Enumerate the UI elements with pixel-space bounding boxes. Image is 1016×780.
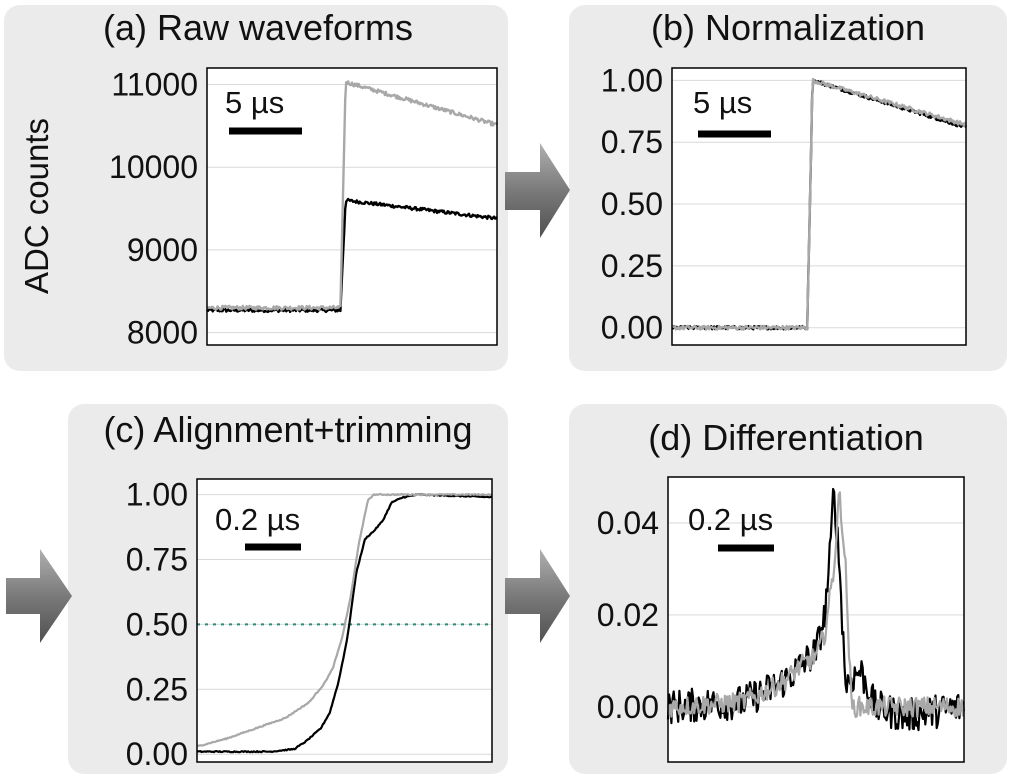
arrow-c-to-d-icon	[505, 549, 570, 643]
scale-bar-label: 0.2 µs	[215, 502, 300, 537]
trace-gray	[196, 492, 493, 748]
y-tick-label: 9000	[127, 232, 198, 268]
y-tick-label: 0.25	[126, 671, 188, 707]
y-tick-label: 0.02	[597, 597, 659, 633]
arrow-into-c-icon	[6, 549, 72, 643]
y-tick-label: 0.00	[126, 736, 188, 772]
y-tick-label: 11000	[111, 67, 198, 103]
panel-a-title: (a) Raw waveforms	[103, 7, 413, 48]
panel-c-plot: 0.00 0.25 0.50 0.75 1.00 0.2 µs	[126, 477, 493, 772]
y-tick-label: 0.50	[601, 186, 663, 222]
panel-a-y-axis-label: ADC counts	[18, 118, 55, 294]
trace-black	[666, 487, 966, 732]
y-tick-label: 10000	[109, 149, 198, 185]
trace-gray	[206, 80, 498, 311]
y-tick-label: 0.25	[601, 248, 663, 284]
panel-c-title: (c) Alignment+trimming	[103, 409, 472, 450]
y-tick-label: 0.50	[126, 606, 188, 642]
panel-a-plot: 8000 9000 10000 11000 5 µs	[109, 67, 499, 351]
y-tick-label: 0.04	[597, 505, 659, 541]
y-tick-label: 1.00	[126, 477, 188, 513]
plot-frame	[667, 476, 965, 763]
y-tick-label: 0.00	[597, 689, 659, 725]
y-tick-label: 0.75	[126, 541, 188, 577]
scale-bar-label: 5 µs	[225, 85, 284, 120]
plot-frame	[196, 478, 493, 763]
trace-gray	[671, 77, 968, 331]
plot-frame	[671, 67, 967, 346]
arrow-a-to-b-icon	[505, 143, 570, 238]
y-tick-label: 0.00	[601, 310, 663, 346]
panel-b-plot: 0.00 0.25 0.50 0.75 1.00 5 µs	[601, 62, 968, 346]
trace-gray	[666, 491, 966, 719]
panel-d-title: (d) Differentiation	[648, 417, 923, 458]
y-tick-label: 8000	[127, 315, 198, 351]
y-tick-label: 0.75	[601, 124, 663, 160]
scale-bar-label: 5 µs	[693, 85, 752, 120]
panel-d-plot: 0.00 0.02 0.04 0.2 µs	[597, 476, 966, 763]
plot-area	[672, 68, 966, 345]
scale-bar-label: 0.2 µs	[688, 502, 773, 537]
panel-b-title: (b) Normalization	[651, 7, 925, 48]
plot-frame	[206, 67, 498, 346]
plot-area	[207, 68, 497, 345]
y-tick-label: 1.00	[601, 62, 663, 98]
